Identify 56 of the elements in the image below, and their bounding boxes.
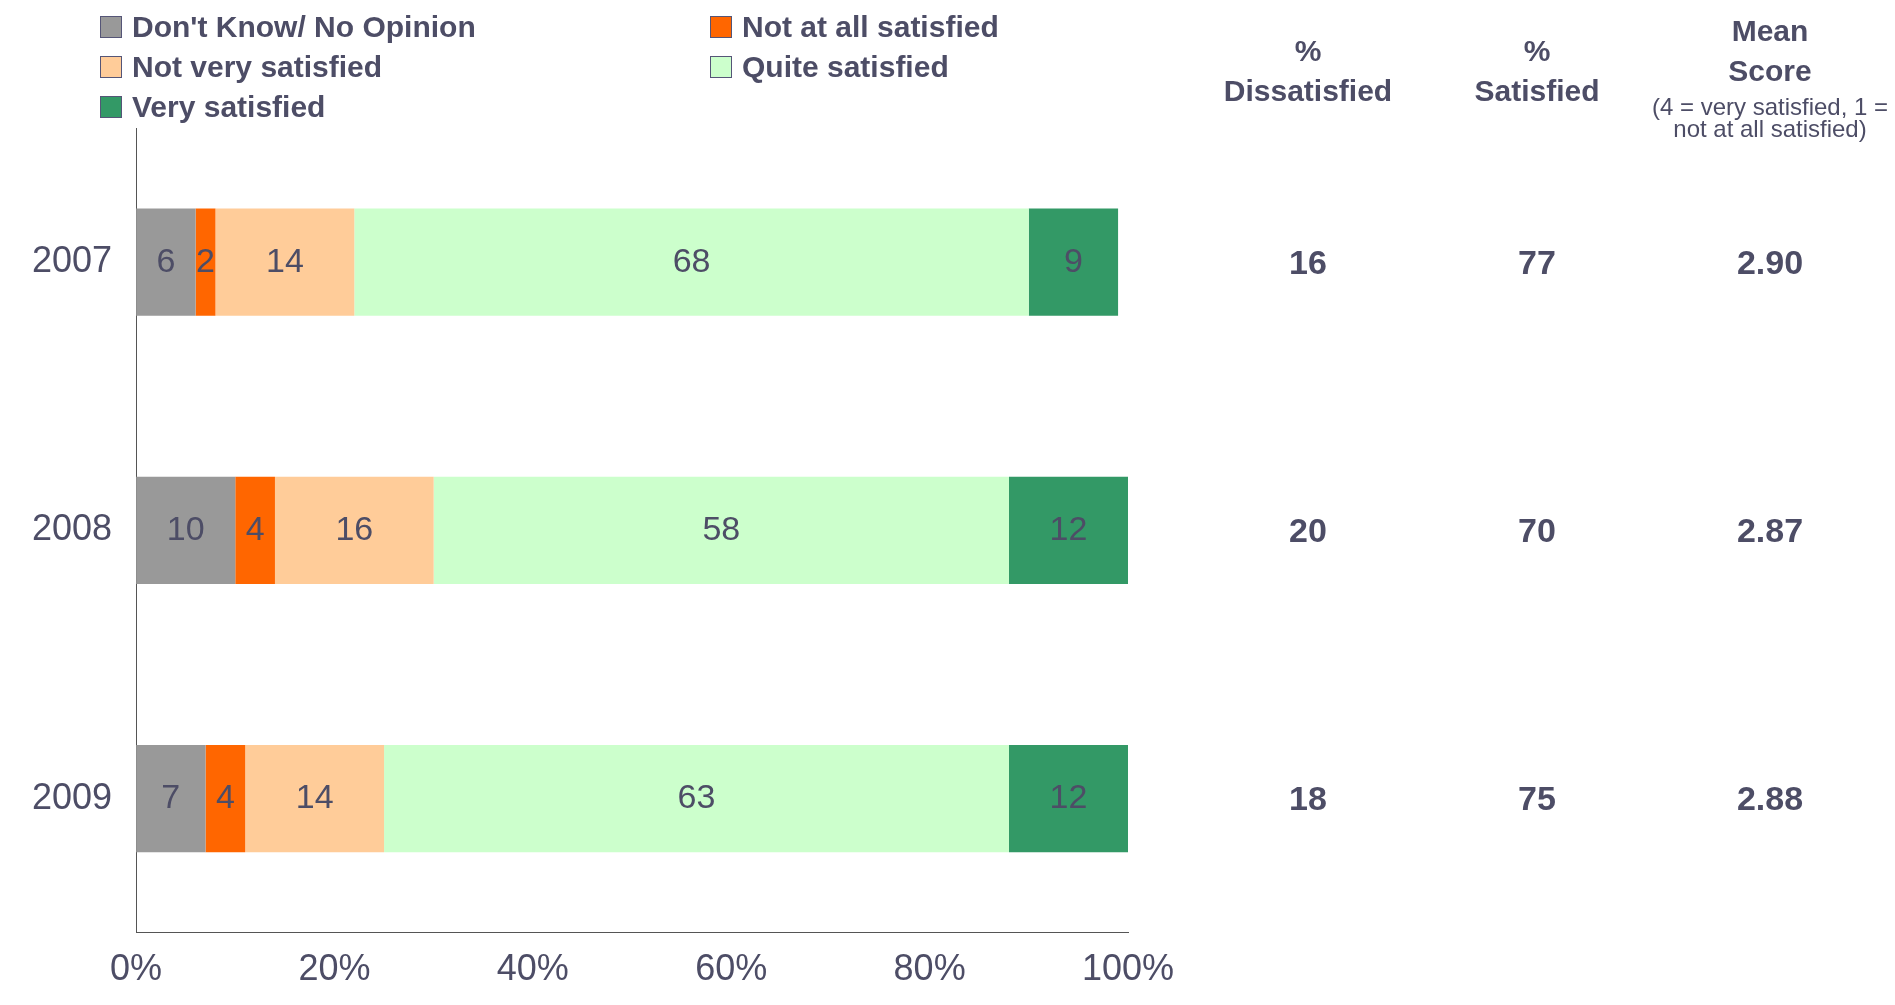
y-tick-label: 2008 <box>31 507 113 549</box>
text: % Satisfied <box>1474 34 1600 108</box>
bar <box>136 208 196 316</box>
bar <box>384 745 1009 853</box>
x-tick-label: 80% <box>893 947 966 989</box>
bar <box>433 476 1009 585</box>
text: 70 <box>1518 510 1556 549</box>
text: % Dissatisfied <box>1223 34 1393 108</box>
text: 2.87 <box>1736 510 1804 549</box>
y-tick-label: 2007 <box>31 239 113 281</box>
data-label: 9 <box>1063 240 1083 279</box>
data-label: 68 <box>672 240 711 279</box>
bar <box>354 208 1029 316</box>
data-label: 4 <box>245 508 265 547</box>
x-tick-label: 20% <box>298 947 371 989</box>
bar <box>1028 208 1119 316</box>
legend-label: Not very satisfied <box>132 49 383 85</box>
data-label: 14 <box>295 777 334 816</box>
bar <box>274 476 434 585</box>
legend-label: Quite satisfied <box>742 49 949 85</box>
data-label: 12 <box>1049 508 1088 547</box>
x-tick-label: 0% <box>110 947 163 989</box>
data-label: 58 <box>702 508 741 547</box>
text: 2.88 <box>1736 779 1804 818</box>
text: 2.90 <box>1736 242 1804 281</box>
y-tick-label: 2009 <box>31 775 113 817</box>
x-tick-label: 40% <box>496 947 569 989</box>
text: 16 <box>1289 242 1327 281</box>
data-label: 7 <box>161 777 181 816</box>
bar <box>1008 745 1128 853</box>
bar <box>215 208 355 316</box>
legend-label: Don't Know/ No Opinion <box>132 9 476 45</box>
x-tick-label: 100% <box>1081 947 1175 989</box>
data-label: 16 <box>335 508 374 547</box>
data-label: 14 <box>265 240 304 279</box>
bar <box>136 745 206 853</box>
bar <box>136 476 236 585</box>
data-label: 10 <box>166 508 205 547</box>
bar <box>1008 476 1128 585</box>
text: 75 <box>1518 779 1556 818</box>
data-label: 12 <box>1049 777 1088 816</box>
text: (4 = very satisfied, 1 = not at all satisfied) <box>1651 92 1889 142</box>
data-label: 4 <box>215 777 235 816</box>
text: 77 <box>1518 242 1556 281</box>
bar <box>235 476 275 585</box>
text: 18 <box>1289 779 1327 818</box>
legend-label: Not at all satisfied <box>742 9 999 45</box>
text: Mean Score <box>1728 14 1812 88</box>
data-label: 2 <box>196 240 215 279</box>
bar <box>245 745 385 853</box>
text: 20 <box>1289 510 1327 549</box>
data-label: 6 <box>156 240 176 279</box>
bar <box>205 745 246 853</box>
legend-label: Very satisfied <box>132 89 326 125</box>
data-label: 63 <box>677 777 716 816</box>
x-tick-label: 60% <box>695 947 768 989</box>
